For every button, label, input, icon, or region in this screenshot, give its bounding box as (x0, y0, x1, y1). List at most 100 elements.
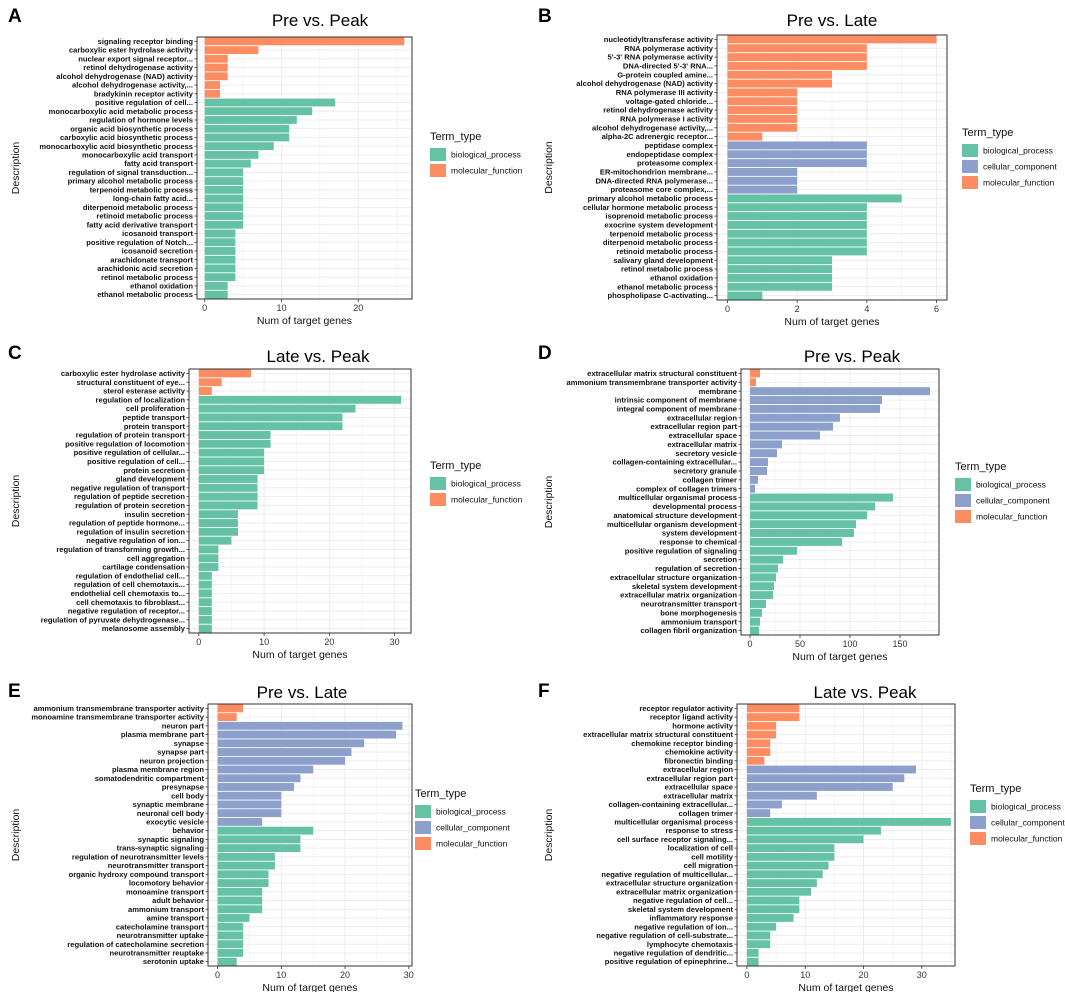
bar (727, 194, 902, 203)
bar (198, 448, 265, 457)
bar (217, 826, 314, 835)
bar (746, 730, 777, 739)
plot-frame (736, 703, 956, 967)
gridlines (197, 37, 412, 299)
category-label: multicellular organismal process (618, 493, 737, 502)
category-label: extracellular matrix structural constitu… (587, 369, 737, 378)
category-label: synaptic signaling (138, 835, 205, 844)
bar (746, 914, 794, 922)
category-label: behavior (172, 826, 204, 835)
x-axis-title: Num of target genes (792, 651, 887, 663)
bar (204, 281, 228, 290)
legend-label: molecular_function (991, 834, 1063, 844)
chart-title: Late vs. Peak (813, 683, 917, 702)
category-label: ethanol metabolic process (617, 282, 713, 291)
bar (204, 255, 236, 264)
bar (750, 396, 882, 405)
x-tick-label: 30 (404, 970, 414, 980)
bar (746, 826, 881, 835)
bar (198, 404, 356, 413)
bar (204, 81, 221, 89)
category-label: G-protein coupled amine... (617, 70, 713, 79)
y-axis-title: Description (10, 475, 22, 528)
bar (746, 783, 893, 791)
bar (198, 422, 343, 431)
chart-title: Pre vs. Peak (272, 11, 369, 30)
bar (204, 238, 236, 247)
bar (204, 116, 297, 124)
bar (727, 282, 832, 291)
category-label: regulation of protein secretion (75, 501, 185, 510)
bar (198, 571, 212, 580)
category-label: integral component of membrane (617, 405, 737, 414)
x-tick-label: 6 (934, 304, 939, 314)
category-label: regulation of hormone levels (89, 116, 193, 125)
legend-label: cellular_component (436, 823, 510, 833)
bar (750, 502, 875, 511)
category-label: arachidonate transport (110, 255, 193, 264)
category-label: ammonium transport (661, 617, 737, 626)
bar (746, 721, 777, 730)
legend-label: biological_process (976, 480, 1046, 490)
category-label: locomotory behavior (129, 879, 204, 888)
category-label: negative regulation of ion... (634, 922, 733, 931)
legend-swatch (962, 160, 978, 173)
category-label: extracellular matrix organization (616, 887, 733, 896)
category-label: multicellular organism development (607, 520, 737, 529)
bar (204, 72, 228, 81)
panel-letter: A (8, 6, 22, 27)
legend: Term_type biological_process cellular_comp… (962, 127, 1057, 189)
legend-swatch (970, 816, 986, 829)
x-tick-label: 20 (353, 303, 363, 313)
category-label: extracellular matrix organization (620, 591, 737, 600)
bar (217, 905, 263, 914)
category-label: negative regulation of dendritic... (614, 949, 733, 958)
category-label: insulin secretion (125, 510, 186, 519)
category-label: extracellular region (667, 413, 737, 422)
x-tick-label: 20 (340, 970, 350, 980)
plot-background (197, 37, 412, 299)
category-label: response to stress (665, 826, 733, 835)
category-label: regulation of peptide hormone... (69, 519, 185, 528)
legend: Term_type biological_process cellular_comp… (415, 788, 510, 850)
legend-title: Term_type (430, 131, 481, 143)
category-label: icosanoid secretion (122, 247, 194, 256)
legend-label: molecular_function (983, 178, 1055, 188)
bar (217, 844, 301, 853)
x-tick-label: 30 (390, 637, 400, 647)
bar (217, 704, 244, 713)
category-label: extracellular matrix (663, 791, 733, 800)
bar (750, 608, 762, 617)
bar (204, 264, 236, 273)
category-label: cell chemotaxis to fibroblast... (76, 598, 185, 607)
category-label: negative regulation of multicellular... (601, 870, 733, 879)
bar (727, 35, 937, 44)
category-label: chemokine activity (665, 748, 734, 757)
category-label: alpha-2C adrenergic receptor... (602, 132, 713, 141)
x-tick-label: 100 (842, 639, 857, 649)
bar (217, 957, 237, 966)
category-label: alcohol dehydrogenase activity,... (72, 81, 193, 90)
bar (750, 431, 820, 440)
category-label: signaling receptor binding (98, 37, 194, 46)
x-tick-label: 10 (276, 303, 286, 313)
chart-panel-D: extracellular matrix structural constitu… (538, 343, 1050, 663)
category-label: exocrine system development (605, 221, 714, 230)
bar (204, 273, 236, 282)
x-axis-title: Num of target genes (257, 315, 352, 327)
bar (746, 791, 817, 800)
category-label: regulation of pyruvate dehydrogenase... (41, 615, 185, 624)
category-label: DNA-directed RNA polymerase... (596, 176, 713, 185)
category-label: neurotransmitter transport (641, 600, 738, 609)
chart-title: Late vs. Peak (266, 347, 370, 366)
category-label: neurotransmitter uptake (117, 931, 204, 940)
category-label: positive regulation of cell... (95, 98, 193, 107)
bar (727, 220, 867, 229)
category-label: developmental process (653, 502, 737, 511)
bar (204, 177, 244, 186)
bar (217, 713, 237, 722)
category-label: positive regulation of locomotion (65, 439, 185, 448)
category-label: plasma membrane part (121, 730, 205, 739)
bar (750, 493, 893, 502)
bar (217, 861, 275, 870)
